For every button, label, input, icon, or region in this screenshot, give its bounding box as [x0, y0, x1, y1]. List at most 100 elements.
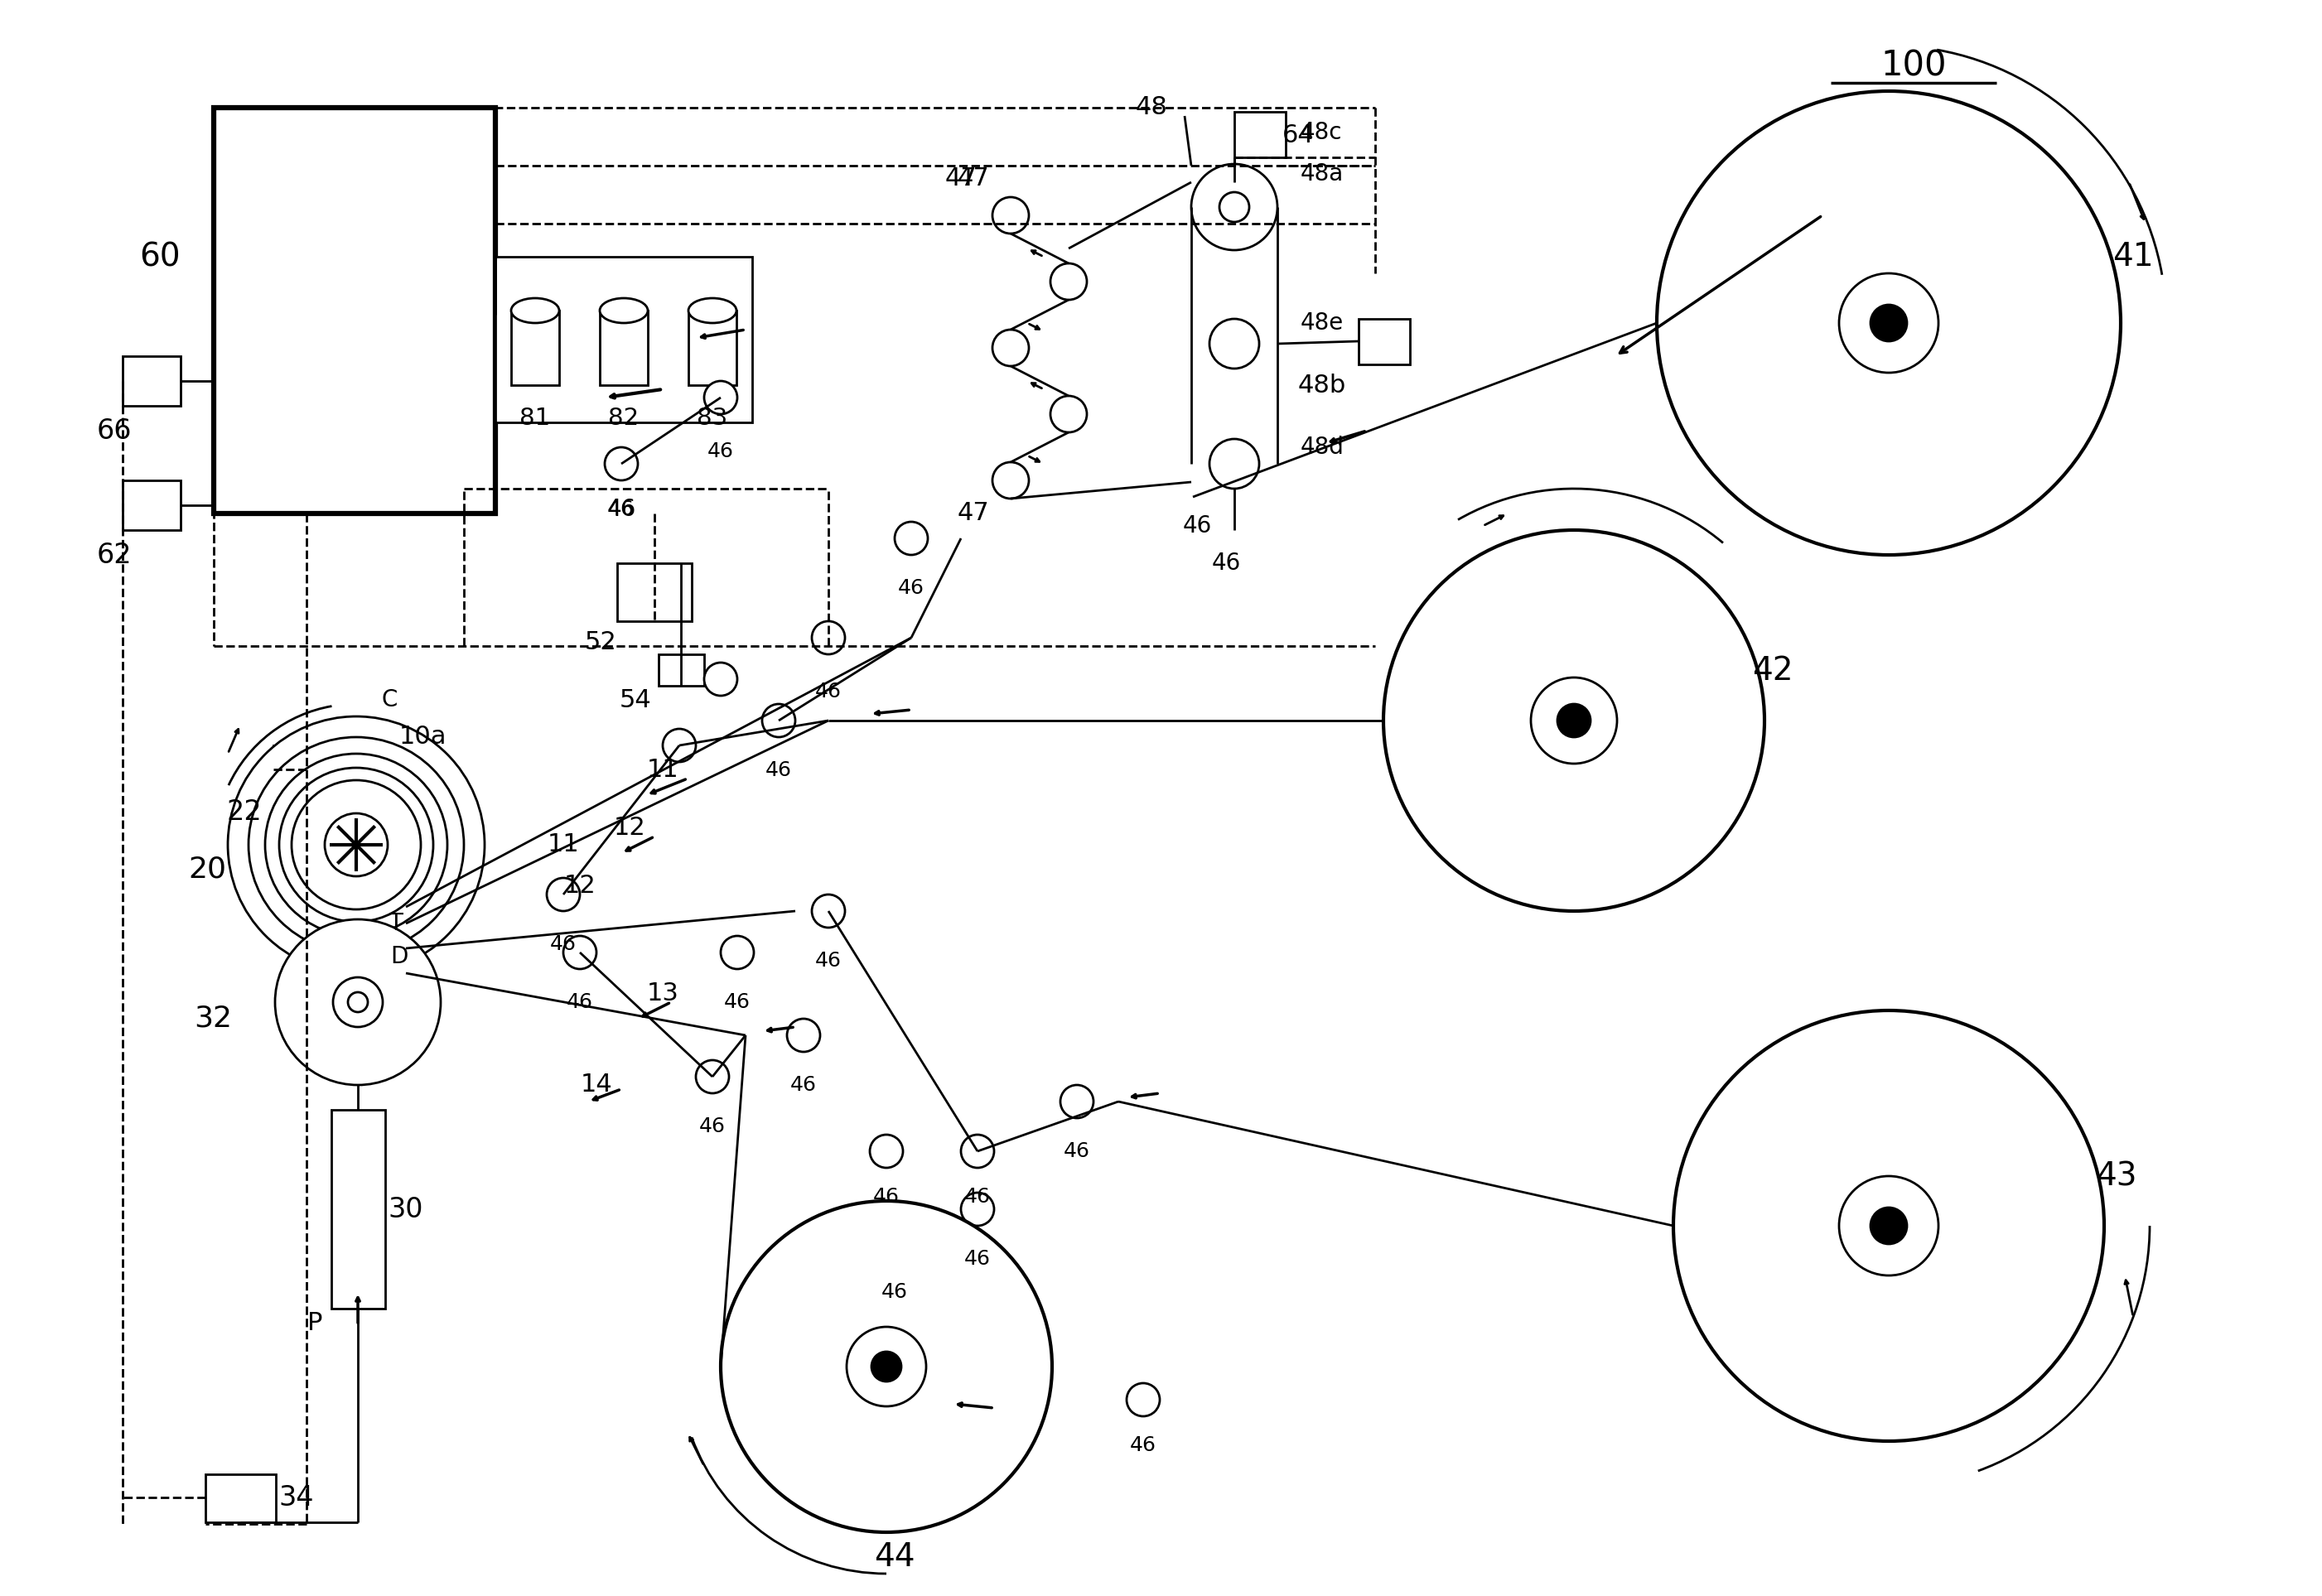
Text: 11: 11 [646, 758, 678, 782]
Text: 13: 13 [646, 982, 678, 1005]
Circle shape [720, 935, 755, 969]
Circle shape [1797, 1135, 1981, 1317]
Circle shape [787, 1018, 820, 1052]
Text: 11: 11 [548, 833, 580, 857]
Circle shape [1839, 1176, 1939, 1275]
Text: 100: 100 [1881, 49, 1946, 83]
Bar [618, 563, 692, 621]
Circle shape [1674, 1010, 2104, 1441]
Text: 32: 32 [193, 1004, 232, 1033]
Text: 46: 46 [1182, 514, 1212, 538]
Circle shape [991, 198, 1029, 233]
Text: 47: 47 [957, 501, 989, 525]
Text: 48e: 48e [1300, 311, 1344, 335]
Circle shape [1823, 257, 1955, 389]
Text: 47: 47 [945, 166, 978, 190]
Circle shape [332, 977, 383, 1026]
Text: 46: 46 [766, 760, 792, 780]
Bar [123, 356, 181, 405]
Circle shape [1781, 215, 1997, 431]
Circle shape [848, 1326, 926, 1406]
Bar [511, 311, 560, 385]
Circle shape [961, 1135, 994, 1168]
Circle shape [293, 780, 420, 910]
Circle shape [564, 935, 597, 969]
Circle shape [325, 814, 388, 876]
Text: 46: 46 [699, 1117, 727, 1136]
Circle shape [961, 1192, 994, 1226]
Text: 83: 83 [697, 407, 727, 429]
Bar [214, 107, 495, 514]
Circle shape [1839, 1176, 1939, 1275]
Circle shape [1714, 1052, 2062, 1400]
Bar [1358, 319, 1409, 364]
Circle shape [1533, 680, 1616, 761]
Text: 46: 46 [1212, 552, 1240, 575]
Ellipse shape [687, 298, 736, 322]
Text: 52: 52 [585, 630, 618, 654]
Circle shape [265, 753, 448, 935]
Circle shape [1495, 642, 1653, 800]
Text: 46: 46 [1131, 1435, 1156, 1456]
Circle shape [755, 1234, 1019, 1499]
Text: 34: 34 [279, 1484, 313, 1511]
Circle shape [1210, 319, 1259, 369]
Text: 46: 46 [899, 578, 924, 598]
Text: 44: 44 [873, 1542, 915, 1572]
Text: C: C [381, 688, 397, 712]
Circle shape [704, 381, 738, 413]
Circle shape [546, 878, 580, 911]
Text: 41: 41 [2113, 241, 2155, 273]
Circle shape [813, 894, 845, 927]
Bar [123, 480, 181, 530]
Text: 48c: 48c [1300, 121, 1342, 144]
Circle shape [1658, 91, 2120, 555]
Circle shape [697, 1060, 729, 1093]
Text: 12: 12 [564, 875, 597, 899]
Text: 30: 30 [388, 1195, 423, 1223]
Circle shape [1050, 396, 1087, 433]
Text: 14: 14 [580, 1073, 613, 1096]
Text: 81: 81 [520, 407, 550, 429]
Text: 46: 46 [873, 1187, 899, 1207]
Text: 43: 43 [2097, 1160, 2136, 1192]
Circle shape [248, 737, 464, 953]
Circle shape [1872, 1208, 1906, 1243]
Text: 47: 47 [957, 166, 989, 190]
Ellipse shape [599, 298, 648, 322]
Circle shape [1658, 91, 2120, 555]
Circle shape [1458, 605, 1690, 836]
Circle shape [1839, 273, 1939, 373]
Circle shape [1384, 530, 1765, 911]
Circle shape [1558, 704, 1591, 737]
Circle shape [1126, 1384, 1159, 1416]
Circle shape [604, 447, 639, 480]
Circle shape [1872, 305, 1906, 342]
Circle shape [1739, 174, 2039, 472]
Circle shape [1674, 1010, 2104, 1441]
Circle shape [1219, 192, 1249, 222]
Text: P: P [307, 1312, 323, 1336]
Circle shape [1210, 439, 1259, 488]
Circle shape [787, 1267, 987, 1467]
Circle shape [991, 330, 1029, 365]
Text: D: D [390, 945, 409, 969]
Bar [204, 1475, 276, 1523]
Text: 22: 22 [228, 798, 262, 825]
Circle shape [720, 1200, 1052, 1532]
Text: 46: 46 [789, 1076, 817, 1095]
Text: 46: 46 [708, 442, 734, 461]
Circle shape [720, 1200, 1052, 1532]
Bar [274, 745, 327, 793]
Circle shape [1384, 530, 1765, 911]
Circle shape [662, 729, 697, 761]
Circle shape [228, 717, 485, 974]
Text: 54: 54 [620, 688, 652, 712]
Bar [332, 1109, 385, 1309]
Circle shape [348, 993, 367, 1012]
Circle shape [1191, 164, 1277, 251]
Text: 66: 66 [98, 417, 132, 444]
Text: 46: 46 [550, 934, 576, 954]
Text: 46: 46 [815, 951, 841, 970]
Text: 48b: 48b [1298, 373, 1347, 397]
